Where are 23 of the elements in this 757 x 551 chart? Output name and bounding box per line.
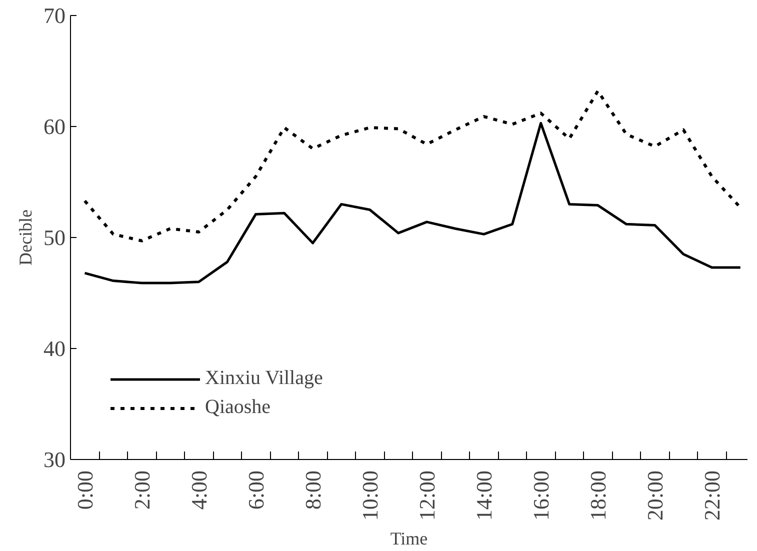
y-tick-label: 60 — [44, 114, 66, 139]
legend-label: Qiaoshe — [205, 396, 271, 419]
y-axis-title: Decible — [16, 210, 36, 266]
y-tick-label: 40 — [44, 336, 66, 361]
y-tick-label: 30 — [44, 447, 66, 472]
legend-label: Xinxiu Village — [205, 367, 323, 390]
x-tick-label: 8:00 — [300, 470, 326, 510]
x-tick-label: 16:00 — [528, 470, 554, 521]
x-tick-label: 12:00 — [414, 470, 440, 521]
x-tick-label: 6:00 — [243, 470, 268, 510]
line-series — [83, 89, 742, 242]
x-tick-label: 20:00 — [642, 470, 668, 521]
y-tick-label: 50 — [44, 225, 66, 250]
x-axis-title: Time — [390, 528, 428, 549]
x-tick-label: 10:00 — [357, 470, 382, 521]
x-tick-label: 4:00 — [186, 470, 212, 510]
x-tick-label: 18:00 — [585, 470, 610, 521]
y-tick-label: 70 — [44, 3, 66, 28]
x-tick-label: 22:00 — [699, 470, 724, 521]
line-series — [84, 122, 742, 284]
x-tick-label: 0:00 — [72, 470, 98, 510]
x-tick-label: 14:00 — [471, 470, 496, 521]
x-tick-label: 2:00 — [129, 470, 154, 510]
